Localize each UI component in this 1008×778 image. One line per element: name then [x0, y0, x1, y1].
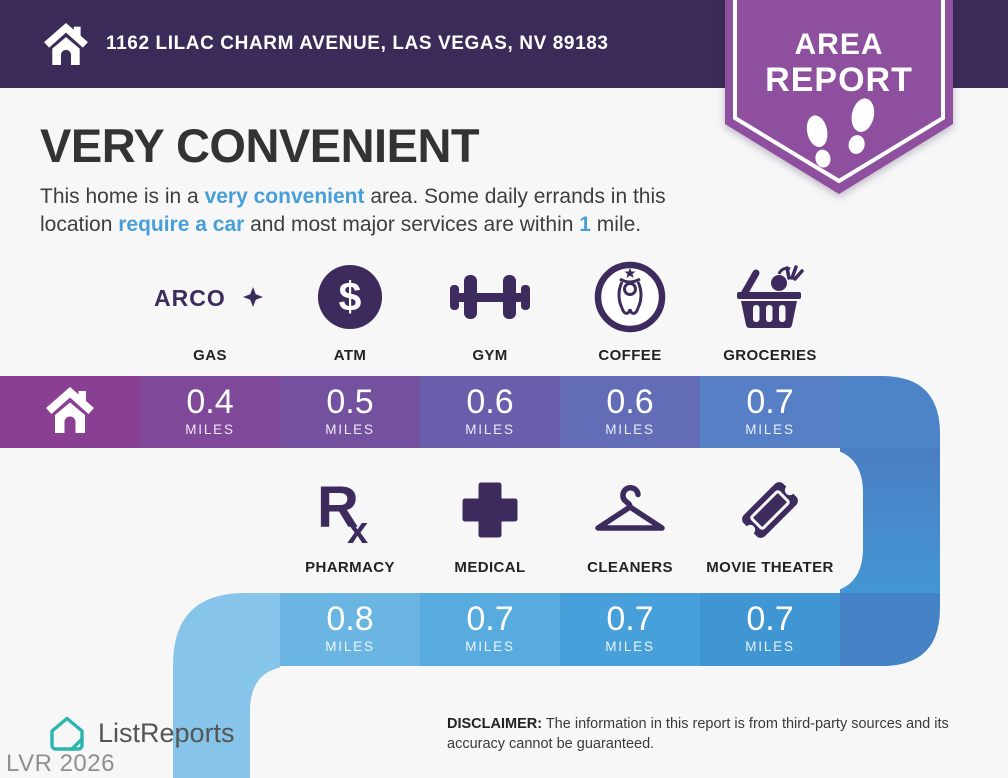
- badge-inner-border: [733, 0, 945, 184]
- amenity-label: GYM: [472, 347, 508, 364]
- amenity-gym: GYM: [420, 254, 560, 364]
- distance-unit: MILES: [465, 422, 515, 437]
- amenity-cleaners: CLEANERS: [560, 468, 700, 576]
- amenity-label: GROCERIES: [723, 347, 817, 364]
- bar-segment-gym: [420, 376, 560, 448]
- rx-pharmacy-icon: R x: [317, 475, 368, 545]
- atm-dollar-icon: $: [317, 264, 383, 330]
- distance-value: 0.6: [606, 383, 654, 421]
- distance-value: 0.7: [746, 383, 794, 421]
- distance-cell-medical: 0.7 MILES: [420, 601, 560, 654]
- amenity-label: COFFEE: [598, 347, 662, 364]
- amenity-label: PHARMACY: [305, 559, 395, 576]
- address-text: 1162 LILAC CHARM AVENUE, LAS VEGAS, NV 8…: [106, 33, 609, 54]
- distance-unit: MILES: [745, 639, 795, 654]
- intro-paragraph: This home is in a very convenient area. …: [40, 183, 732, 239]
- amenity-label: GAS: [193, 347, 227, 364]
- intro-text: This home is in a: [40, 185, 205, 208]
- amenity-coffee: COFFEE: [560, 254, 700, 364]
- distance-cell-cleaners: 0.7 MILES: [560, 601, 700, 654]
- bar-segment-groceries: [700, 376, 840, 448]
- amenity-pharmacy: R x PHARMACY: [280, 468, 420, 576]
- brand-name: ListReports: [98, 717, 235, 748]
- watermark-text: LVR 2026: [6, 750, 115, 777]
- amenity-label: CLEANERS: [587, 559, 673, 576]
- intro-text: area. Some daily errands in this locatio…: [40, 185, 666, 236]
- distance-unit: MILES: [185, 422, 235, 437]
- bar-segment-coffee: [560, 376, 700, 448]
- home-marker-icon: [46, 387, 94, 433]
- distance-unit: MILES: [605, 639, 655, 654]
- distance-cell-gym: 0.6 MILES: [420, 384, 560, 437]
- disclaimer-label: DISCLAIMER:: [447, 716, 543, 732]
- amenity-label: ATM: [333, 347, 367, 364]
- bar-segment-medical: [420, 593, 560, 666]
- distance-value: 0.8: [326, 600, 374, 638]
- distance-cell-coffee: 0.6 MILES: [560, 384, 700, 437]
- amenity-medical: MEDICAL: [420, 468, 560, 576]
- listreports-brand: ListReports: [46, 712, 235, 754]
- distance-value: 0.7: [466, 600, 514, 638]
- bar-segment-atm: [280, 376, 420, 448]
- amenity-gas: ARCO GAS: [140, 254, 280, 364]
- rx-letter-x: x: [347, 510, 368, 545]
- distance-unit: MILES: [605, 422, 655, 437]
- hanger-icon: [595, 484, 665, 531]
- disclaimer-text: The information in this report is from t…: [447, 716, 949, 752]
- distance-cell-atm: 0.5 MILES: [280, 384, 420, 437]
- arco-brand-text: ARCO: [154, 285, 226, 311]
- distance-value: 0.7: [606, 600, 654, 638]
- distance-value: 0.5: [326, 383, 374, 421]
- intro-highlight: very convenient: [204, 185, 365, 208]
- badge-line1: AREA: [794, 28, 883, 61]
- starbucks-siren-icon: [594, 261, 666, 333]
- amenity-movie-theater: MOVIE THEATER: [700, 468, 840, 576]
- distance-unit: MILES: [325, 639, 375, 654]
- distance-unit: MILES: [325, 422, 375, 437]
- dollar-symbol: $: [339, 274, 362, 320]
- page-title: VERY CONVENIENT: [40, 119, 480, 172]
- home-icon: [44, 23, 88, 65]
- distance-cell-gas: 0.4 MILES: [140, 384, 280, 437]
- bar-corner-bottom-right: [840, 593, 940, 666]
- distance-cell-pharmacy: 0.8 MILES: [280, 601, 420, 654]
- dumbbell-icon: [450, 275, 530, 319]
- distance-unit: MILES: [465, 639, 515, 654]
- amenity-label: MOVIE THEATER: [706, 559, 834, 576]
- distance-cell-movie-theater: 0.7 MILES: [700, 601, 840, 654]
- movie-ticket-icon: [742, 482, 798, 538]
- disclaimer: DISCLAIMER: The information in this repo…: [447, 715, 981, 754]
- listreports-logo-icon: [50, 716, 84, 751]
- grocery-basket-icon: [737, 265, 804, 329]
- distance-value: 0.4: [186, 383, 234, 421]
- bar-corner-top-right: [840, 376, 940, 448]
- arco-spark-icon: [243, 287, 263, 307]
- footprints-icon: [806, 98, 875, 168]
- amenity-atm: $ ATM: [280, 254, 420, 364]
- intro-highlight: 1: [579, 213, 591, 236]
- medical-cross-icon: [462, 482, 518, 538]
- amenity-label: MEDICAL: [454, 559, 526, 576]
- intro-text: mile.: [590, 213, 642, 236]
- arco-gas-logo: ARCO: [154, 285, 263, 311]
- amenity-groceries: GROCERIES: [700, 254, 840, 364]
- rx-letter-r: R: [317, 475, 359, 540]
- intro-highlight: require a car: [118, 213, 245, 236]
- bar-segment-pharmacy: [280, 593, 420, 666]
- bar-right-column: [840, 448, 940, 593]
- bar-segment-gas: [140, 376, 280, 448]
- bar-segment-movie-theater: [700, 593, 840, 666]
- area-report-badge: AREA REPORT: [725, 0, 953, 194]
- distance-value: 0.6: [466, 383, 514, 421]
- bar-segment-cleaners: [560, 593, 700, 666]
- distance-value: 0.7: [746, 600, 794, 638]
- distance-unit: MILES: [745, 422, 795, 437]
- distance-cell-groceries: 0.7 MILES: [700, 384, 840, 437]
- intro-text: and most major services are within: [244, 213, 580, 236]
- badge-line2: REPORT: [765, 61, 913, 99]
